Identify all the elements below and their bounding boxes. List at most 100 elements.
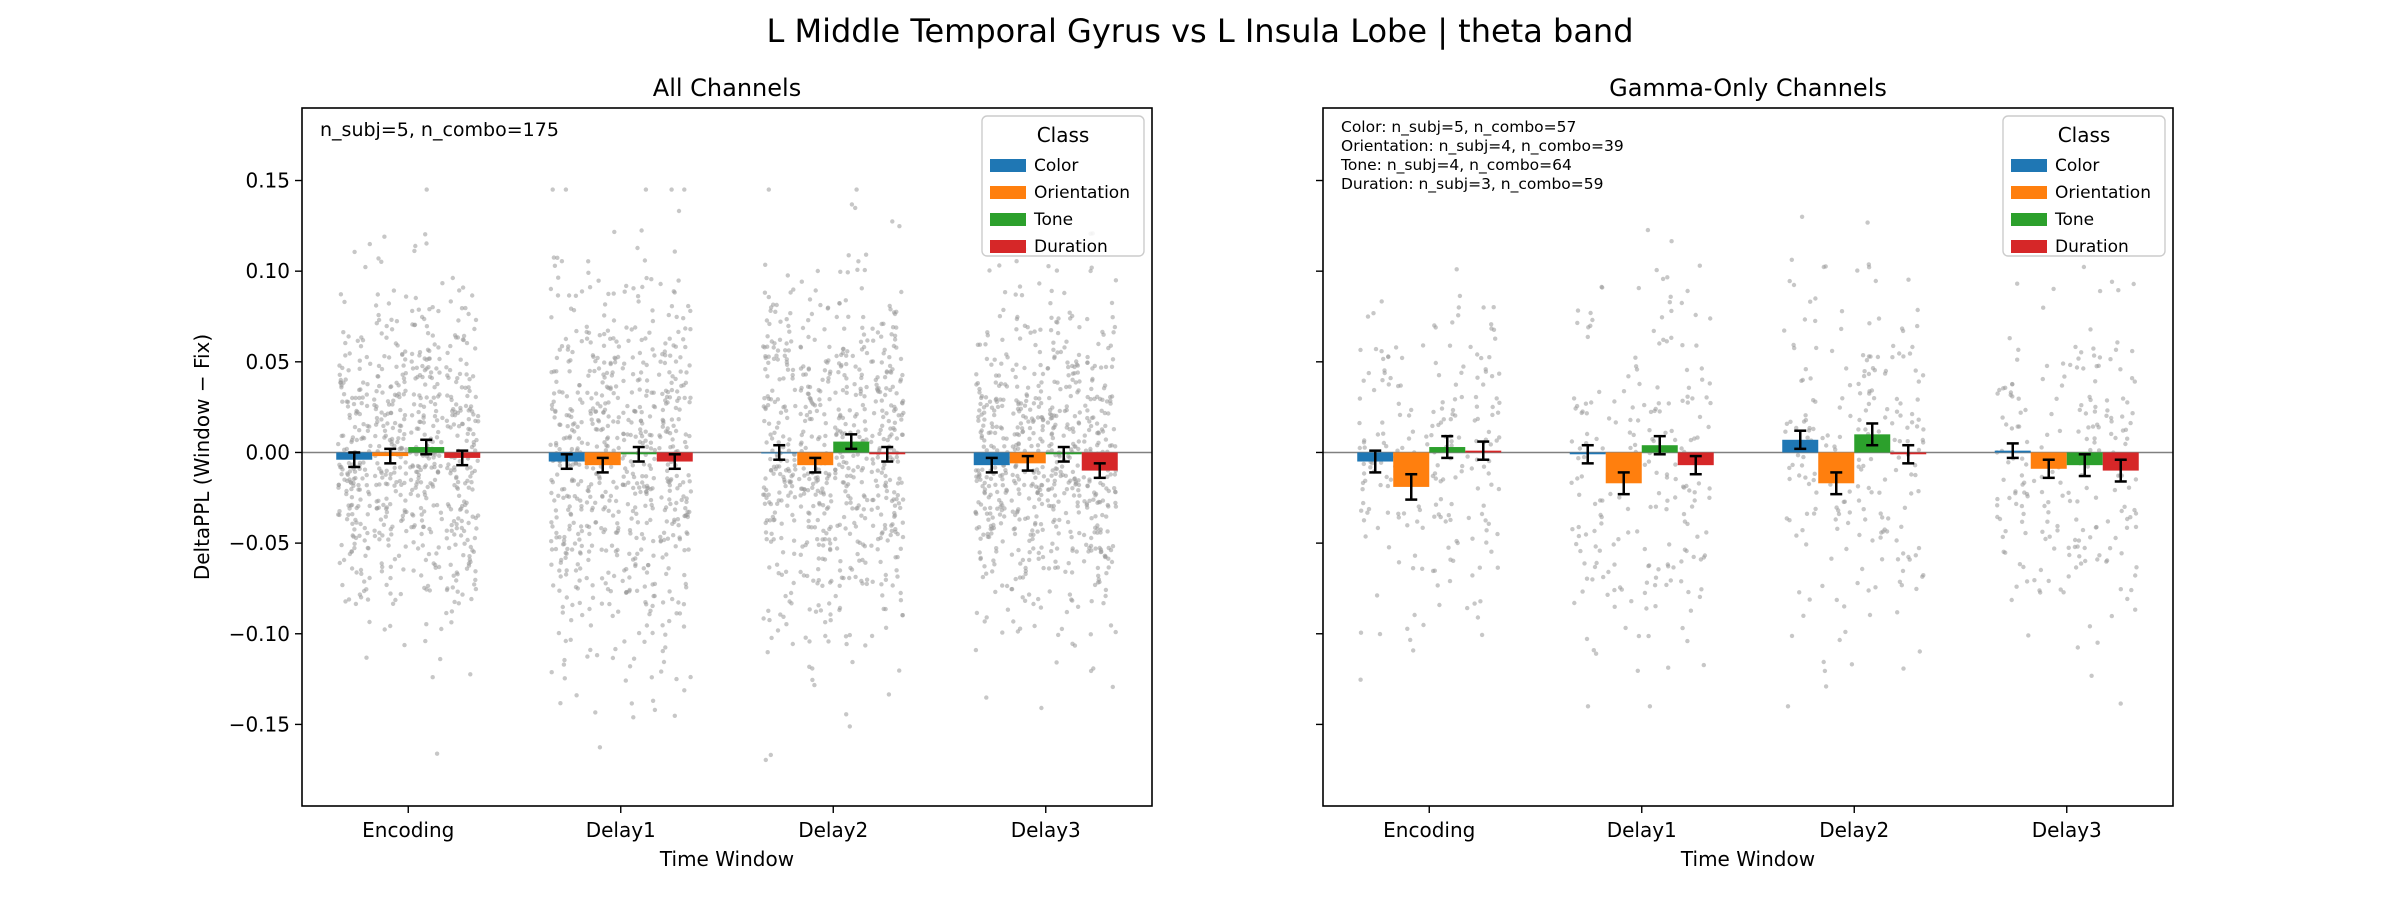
data-point [1811,511,1817,516]
data-point [663,645,668,650]
data-point [1663,430,1668,435]
data-point [1694,343,1699,348]
data-point [640,474,645,479]
data-point [436,545,441,550]
data-point [1644,580,1650,585]
data-point [1014,362,1019,367]
data-point [991,558,996,563]
data-point [462,499,467,504]
data-point [1072,444,1077,449]
data-point [676,417,681,422]
data-point [460,337,466,342]
data-point [780,550,786,555]
data-point [447,367,453,373]
data-point [457,288,462,293]
data-point [635,294,641,299]
data-point [455,376,460,381]
data-point [363,264,368,270]
data-point [1031,532,1036,537]
data-point [768,501,774,507]
data-point [1036,596,1041,602]
data-point [1574,541,1579,547]
data-point [1077,493,1082,498]
legend-label-orientation: Orientation [1034,183,1130,203]
data-point [1064,407,1069,413]
data-point [992,412,997,418]
data-point [898,356,904,362]
data-point [359,436,364,441]
data-point [1099,549,1104,554]
data-point [550,187,555,192]
data-point [683,344,688,350]
data-point [1866,401,1872,407]
data-point [2093,495,2099,500]
data-point [874,382,879,387]
data-point [882,522,888,528]
data-point [2088,447,2093,453]
data-point [564,568,569,573]
data-point [587,531,592,537]
data-point [1824,443,1829,448]
data-point [648,497,654,503]
data-point [777,490,782,495]
data-point [1453,413,1458,418]
data-point [555,293,561,298]
data-point [2003,529,2008,534]
data-point [374,321,379,326]
data-point [849,567,855,572]
data-point [895,459,901,464]
data-point [847,724,852,729]
data-point [991,445,996,450]
data-point [641,566,646,571]
data-point [1900,568,1906,574]
data-point [1022,598,1028,603]
data-point [2025,494,2030,499]
data-point [684,499,689,505]
data-point [878,427,883,433]
data-point [1015,473,1020,479]
data-point [1803,367,1809,372]
data-point [1037,281,1042,286]
data-point [1575,476,1580,481]
data-point [651,476,656,481]
data-point [2014,584,2019,589]
data-point [1104,571,1109,576]
data-point [351,401,357,407]
data-point [651,538,656,544]
data-point [1082,439,1087,444]
data-point [667,488,672,493]
data-point [1894,538,1899,543]
data-point [878,535,883,541]
data-point [1049,288,1054,294]
data-point [977,386,982,392]
data-point [841,346,846,352]
data-point [664,571,669,577]
data-point [657,446,662,451]
data-point [1108,394,1113,400]
data-point [449,609,455,614]
data-point [678,369,683,374]
data-point [883,484,889,489]
data-point [467,377,472,382]
data-point [791,580,796,586]
legend-swatch-tone [990,213,1026,226]
data-point [1897,439,1903,444]
data-point [675,389,680,394]
data-point [1055,320,1060,325]
data-point [1489,322,1494,327]
data-point [876,493,881,498]
data-point [1021,482,1027,488]
data-point [1863,517,1868,522]
data-point [1584,636,1590,642]
data-point [1690,396,1695,401]
data-point [428,399,434,404]
data-point [1465,605,1470,611]
data-point [373,422,379,427]
data-point [2014,501,2019,507]
data-point [2008,392,2013,398]
data-point [1584,576,1590,581]
data-point [419,573,424,578]
data-point [890,522,895,527]
data-point [862,516,868,521]
data-point [1577,446,1583,451]
